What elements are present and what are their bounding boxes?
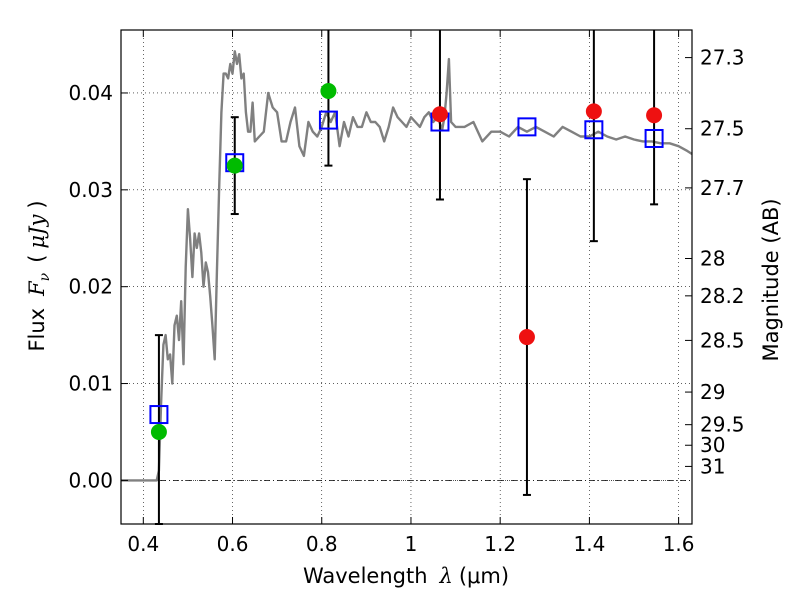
- magnitude-tick-label: 27.7: [700, 176, 745, 200]
- model-square-marker: [318, 110, 338, 130]
- model-square-marker: [644, 128, 664, 148]
- magnitude-tick-label: 31: [700, 454, 725, 478]
- magnitude-tick-label: 27.5: [700, 117, 745, 141]
- x-axis-unit: (μm): [459, 564, 509, 588]
- y-axis-ticks: 0.00 0.01 0.02 0.03 0.04: [68, 81, 128, 492]
- detection-point: [226, 157, 243, 174]
- y-tick-label: 0.00: [68, 468, 113, 492]
- y-axis-symbol: F: [25, 280, 49, 297]
- magnitude-tick-label: 28.2: [700, 284, 745, 308]
- measurement-point: [431, 106, 448, 123]
- x-axis-label-text: Wavelength: [303, 564, 428, 588]
- x-tick-label: 1.6: [663, 532, 695, 556]
- y-axis-subscript: ν: [37, 272, 53, 281]
- grid-lines: [121, 30, 692, 524]
- measurement-point: [518, 329, 535, 346]
- plot-frame: [120, 29, 693, 525]
- model-square-marker: [517, 117, 537, 137]
- detection-point: [150, 423, 167, 440]
- x-tick-label: 0.8: [306, 532, 338, 556]
- y-tick-label: 0.01: [68, 372, 113, 396]
- model-square-marker: [149, 405, 169, 425]
- y-axis-label-text: Flux: [25, 308, 49, 352]
- x-axis-symbol: λ: [439, 564, 453, 588]
- data-markers: [149, 83, 664, 440]
- y-axis-label: FluxFν(μJy): [25, 200, 53, 351]
- y-tick-label: 0.03: [68, 178, 113, 202]
- detection-point: [320, 83, 337, 100]
- x-tick-label: 1.4: [573, 532, 605, 556]
- magnitude-tick-label: 28.5: [700, 328, 745, 352]
- magnitude-tick-label: 28: [700, 247, 725, 271]
- x-tick-label: 0.4: [127, 532, 159, 556]
- y-tick-label: 0.02: [68, 275, 113, 299]
- x-tick-label: 0.6: [217, 532, 249, 556]
- x-axis-label: Wavelength λ (μm): [303, 564, 509, 588]
- model-square-marker: [584, 120, 604, 140]
- plot-area: [121, 30, 693, 525]
- spectrum-line: [121, 50, 693, 482]
- x-tick-label: 1.2: [484, 532, 516, 556]
- magnitude-tick-label: 29.5: [700, 413, 745, 437]
- x-axis-ticks: 0.4 0.6 0.8 1 1.2 1.4 1.6: [127, 30, 695, 556]
- magnitude-tick-label: 29: [700, 380, 725, 404]
- x-tick-label: 1: [405, 532, 418, 556]
- y-tick-label: 0.04: [68, 81, 113, 105]
- error-bars: [154, 30, 659, 525]
- magnitude-tick-label: 27.3: [700, 46, 745, 70]
- y-axis-unit: μJy: [25, 214, 49, 249]
- measurement-point: [585, 103, 602, 120]
- magnitude-tick-label: 30: [700, 433, 725, 457]
- measurement-point: [646, 107, 663, 124]
- magnitude-axis-label: Magnitude (AB): [759, 198, 783, 361]
